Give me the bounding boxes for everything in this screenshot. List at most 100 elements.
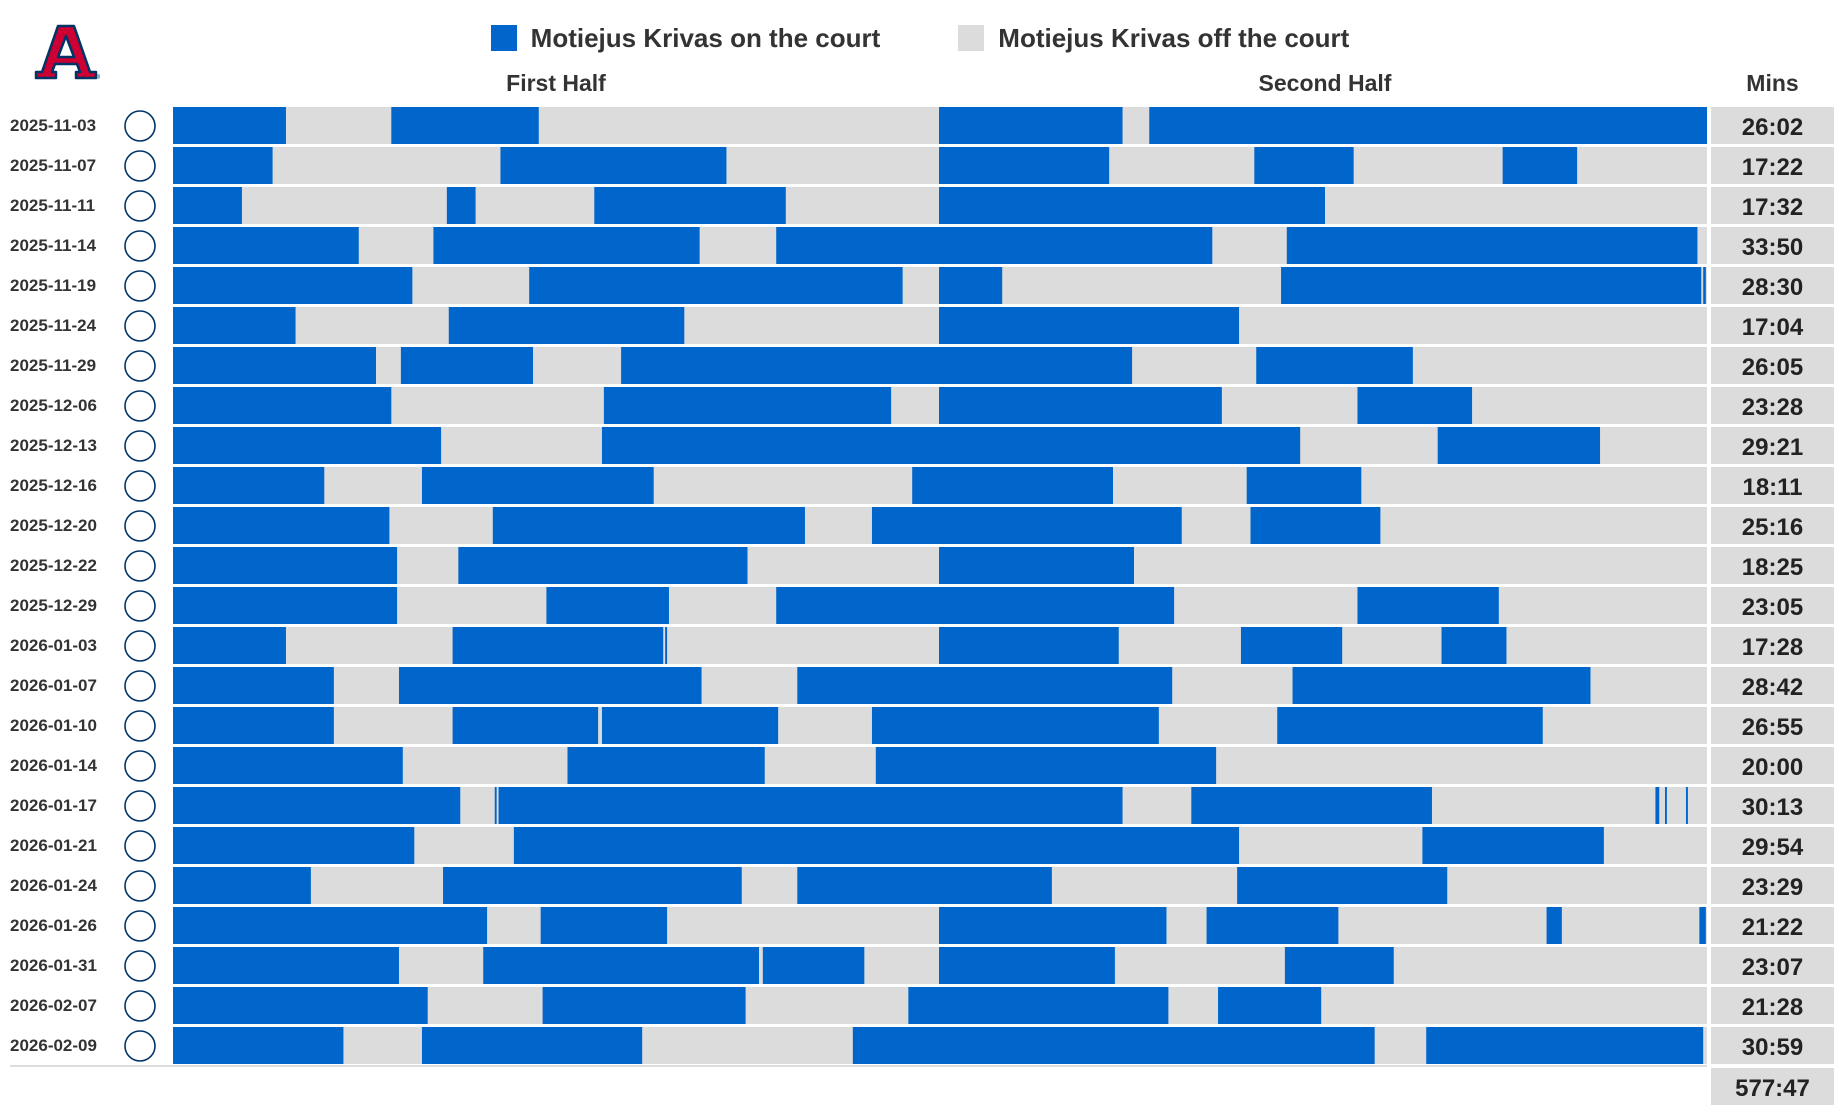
on-court-stint <box>871 507 939 544</box>
game-row: 2025-11-14 33:50 <box>10 227 1834 264</box>
on-court-stint <box>173 347 376 384</box>
on-court-stint <box>1149 107 1707 144</box>
legend-label-off: Motiejus Krivas off the court <box>998 22 1350 53</box>
mins-cell <box>1711 547 1834 584</box>
on-court-stint <box>500 147 727 184</box>
on-court-stint <box>601 707 779 744</box>
mins-cell <box>1711 947 1834 984</box>
on-court-stint <box>939 667 1173 704</box>
on-court-stint <box>173 827 415 864</box>
game-minutes: 28:42 <box>1742 674 1803 701</box>
denver-logo <box>124 310 156 342</box>
total-minutes: 577:47 <box>1735 1075 1810 1102</box>
alabama-logo <box>124 430 156 462</box>
game-minutes: 23:29 <box>1742 874 1803 901</box>
on-court-stint <box>173 627 286 664</box>
mins-cell <box>1711 987 1834 1024</box>
on-court-stint <box>776 227 939 264</box>
on-court-stint <box>908 987 939 1024</box>
on-court-stint <box>939 547 1134 584</box>
game-minutes: 23:05 <box>1742 594 1803 621</box>
legend-swatch-off <box>958 25 985 51</box>
on-court-stint <box>939 987 1169 1024</box>
game-date: 2025-11-07 <box>10 156 96 175</box>
on-court-stint <box>1277 707 1543 744</box>
game-row: 2025-11-03 26:02 <box>10 107 1834 144</box>
game-minutes: 23:07 <box>1742 954 1803 981</box>
mins-cell <box>1711 907 1834 944</box>
game-date: 2026-01-07 <box>10 676 97 695</box>
game-row: 2026-01-14 20:00 <box>10 747 1834 784</box>
game-date: 2025-11-29 <box>10 356 96 375</box>
legend-item-on: Motiejus Krivas on the court <box>490 22 881 54</box>
on-court-stint <box>852 1027 939 1064</box>
game-date: 2026-01-24 <box>10 876 98 895</box>
on-court-stint <box>540 907 668 944</box>
off-court-bg-first-half <box>173 107 939 144</box>
on-court-stint <box>452 707 599 744</box>
on-court-stint <box>797 667 939 704</box>
byu-logo <box>124 910 156 942</box>
legend-label-on: Motiejus Krivas on the court <box>530 22 881 53</box>
mins-cell <box>1711 107 1834 144</box>
game-minutes: 21:28 <box>1742 994 1803 1021</box>
game-minutes: 23:28 <box>1742 394 1803 421</box>
bethune-cookman-logo <box>124 550 156 582</box>
on-court-stint <box>939 587 1175 624</box>
game-date: 2026-02-07 <box>10 996 97 1015</box>
mins-cell <box>1711 227 1834 264</box>
on-court-stint <box>421 467 654 504</box>
game-minutes: 30:13 <box>1742 794 1803 821</box>
mins-cell <box>1711 667 1834 704</box>
on-court-stint <box>173 547 398 584</box>
on-court-stint <box>1237 867 1448 904</box>
on-court-stint <box>1441 627 1507 664</box>
on-court-stint <box>173 907 488 944</box>
on-court-stint <box>939 787 1123 824</box>
on-court-stint <box>173 587 398 624</box>
mins-cell <box>1711 387 1834 424</box>
mins-cell <box>1711 627 1834 664</box>
on-court-stint <box>1254 147 1354 184</box>
on-court-stint <box>1240 627 1343 664</box>
game-date: 2025-11-11 <box>10 196 95 215</box>
abilene-christian-logo <box>124 470 156 502</box>
game-row: 2026-02-07 21:28 <box>10 987 1834 1024</box>
game-date: 2026-01-26 <box>10 916 97 935</box>
arizona-logo: ® <box>34 24 100 80</box>
game-date: 2025-12-16 <box>10 476 97 495</box>
on-court-stint <box>542 987 746 1024</box>
arizona-state-logo <box>124 950 156 982</box>
game-minutes: 17:04 <box>1742 314 1804 341</box>
cincinnati-logo <box>124 830 156 862</box>
game-row: 2025-11-29 26:05 <box>10 347 1834 384</box>
game-row: 2025-11-24 17:04 <box>10 307 1834 344</box>
on-court-stint <box>173 387 392 424</box>
florida-gators-logo <box>124 110 156 142</box>
game-minutes: 26:05 <box>1742 354 1803 381</box>
on-court-stint <box>1286 227 1698 264</box>
game-row: 2025-12-29 23:05 <box>10 587 1834 624</box>
svg-text:®: ® <box>97 74 100 80</box>
game-minutes: 25:16 <box>1742 514 1803 541</box>
on-court-stint <box>1191 787 1432 824</box>
on-court-stint <box>173 467 325 504</box>
on-court-stint <box>939 347 1133 384</box>
game-row: 2025-11-11 17:32 <box>10 187 1834 224</box>
game-minutes: 17:28 <box>1742 634 1803 661</box>
uconn-logo <box>124 270 156 302</box>
west-virginia-logo <box>124 870 156 902</box>
kansas-state-logo <box>124 670 156 702</box>
on-court-stint <box>173 747 403 784</box>
game-row: 2026-01-10 26:55 <box>10 707 1834 744</box>
on-court-stint <box>443 867 742 904</box>
game-minutes: 17:22 <box>1742 154 1803 181</box>
tcu-logo <box>124 710 156 742</box>
game-date: 2026-01-14 <box>10 756 98 775</box>
game-minutes: 29:54 <box>1742 834 1804 861</box>
on-court-stint <box>939 227 1213 264</box>
mins-cell <box>1711 267 1834 304</box>
game-row: 2025-12-22 18:25 <box>10 547 1834 584</box>
on-court-stint <box>875 747 939 784</box>
